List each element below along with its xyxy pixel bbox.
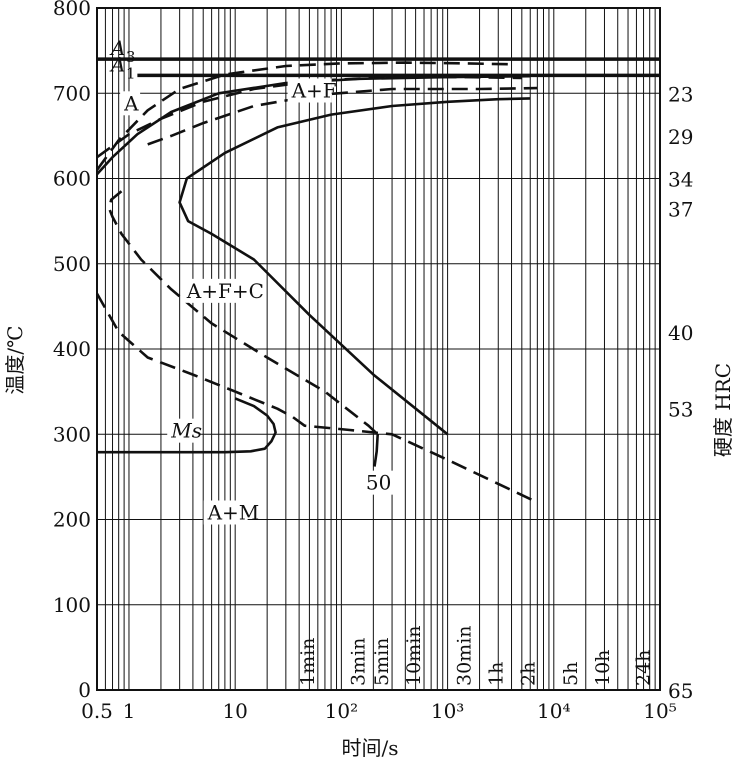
x-tick-label: 10²: [325, 699, 358, 723]
y-tick-label: 600: [53, 167, 91, 191]
y-tick-label: 500: [53, 252, 91, 276]
region-label: A+F+C: [186, 279, 264, 303]
x-tick-label: 10⁵: [643, 699, 676, 723]
y-tick-label: 0: [78, 678, 91, 702]
time-marker-label: 1min: [297, 638, 319, 686]
region-label: 50: [366, 471, 391, 495]
region-label-bg: [203, 500, 248, 525]
transformation-curve: [107, 190, 379, 436]
region-label: A: [123, 91, 139, 115]
x-tick-label: 10⁴: [537, 699, 570, 723]
transformation-curve: [95, 292, 538, 504]
region-label: A+F: [291, 79, 337, 103]
y-axis-title: 温度/℃: [3, 325, 27, 394]
time-marker-label: 5h: [560, 662, 582, 686]
hardness-label: 40: [668, 321, 693, 345]
time-marker-label: 1h: [486, 662, 508, 686]
transformation-curve: [178, 97, 531, 436]
hardness-label: 23: [668, 82, 693, 106]
y-tick-label: 100: [53, 593, 91, 617]
time-marker-label: 10h: [592, 650, 614, 686]
labels: 0 100 200 300 400 500 600 700 800 0.5 1 10 10² 10³ 10⁴…: [53, 0, 694, 723]
reference-line-label: A: [109, 36, 125, 60]
x-tick-label: 10³: [431, 699, 464, 723]
reference-line-subscript: 3: [126, 48, 136, 66]
time-marker-label: 10min: [403, 625, 425, 686]
time-marker-label: 30min: [454, 625, 476, 686]
time-marker-label: 2h: [518, 662, 540, 686]
time-marker-label: 3min: [347, 638, 369, 686]
region-label-bg: [182, 278, 251, 303]
plot-frame: [96, 7, 661, 691]
region-label-bg: [287, 78, 332, 103]
hardness-label: 53: [668, 398, 693, 422]
y-tick-label: 800: [53, 0, 91, 20]
transformation-curve: [147, 86, 538, 146]
y-tick-label: 200: [53, 508, 91, 532]
x-tick-label: 10: [222, 699, 247, 723]
region-label-bg: [361, 470, 394, 495]
hardness-label: 65: [668, 679, 693, 703]
region-label: Ms: [170, 419, 202, 443]
transformation-curve: [373, 434, 379, 467]
hardness-label: 37: [668, 197, 693, 221]
reference-line-subscript: 1: [126, 64, 136, 82]
region-label-bg: [167, 418, 200, 443]
region-label-bg: [120, 91, 141, 116]
transformation-curves: [95, 57, 660, 504]
x-axis-title: 时间/s: [341, 736, 398, 760]
y-tick-label: 700: [53, 81, 91, 105]
time-marker-label: 5min: [371, 638, 393, 686]
x-tick-label: 0.5: [81, 699, 113, 723]
grid: [97, 8, 660, 690]
region-label: A+M: [207, 501, 260, 525]
hardness-axis-title: 硬度 HRC: [711, 363, 735, 457]
transformation-curve: [97, 397, 277, 454]
time-marker-label: 24h: [632, 650, 654, 686]
y-tick-label: 400: [53, 337, 91, 361]
hardness-label: 34: [668, 168, 693, 192]
transformation-curve: [96, 74, 531, 176]
reference-line-label: A: [109, 52, 125, 76]
y-tick-label: 300: [53, 422, 91, 446]
transformation-curve: [95, 61, 512, 171]
hardness-label: 29: [668, 125, 693, 149]
x-tick-label: 1: [123, 699, 136, 723]
